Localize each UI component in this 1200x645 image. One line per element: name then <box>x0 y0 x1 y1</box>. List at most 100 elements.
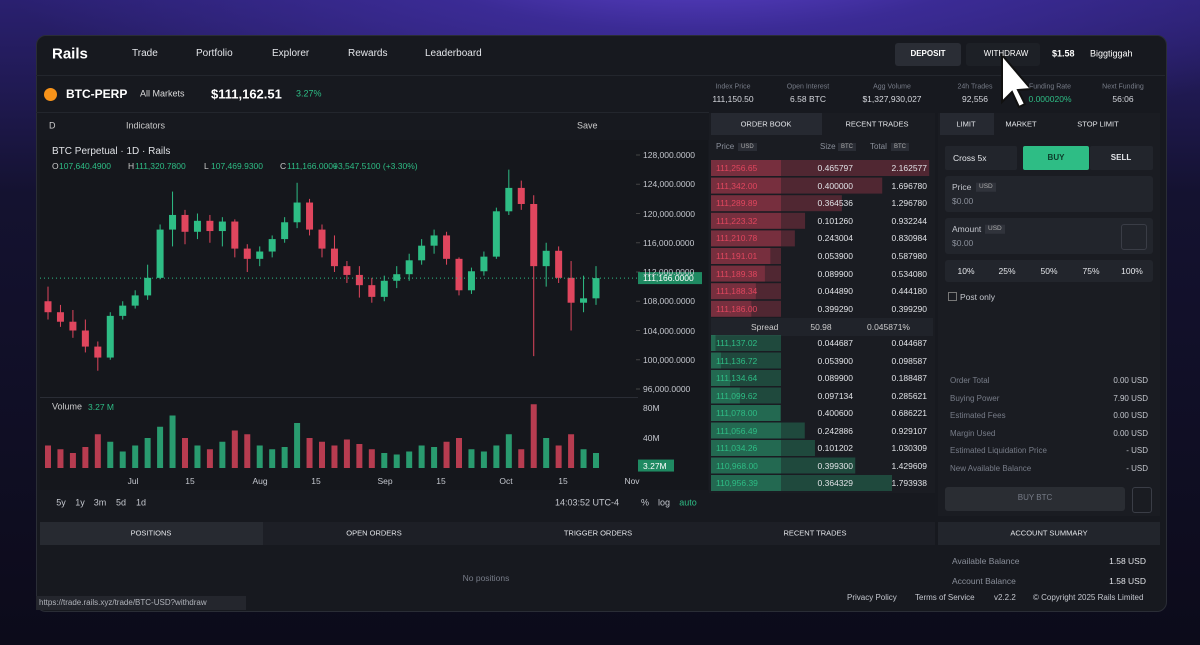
volume-bar <box>194 445 201 468</box>
ohlc-value: 107,640.4900 <box>59 160 111 171</box>
buy-toggle-label[interactable]: BUY <box>1047 153 1065 162</box>
withdraw-button[interactable] <box>966 43 1040 66</box>
book-size: 0.399300 <box>817 460 853 471</box>
interval[interactable]: D <box>49 120 56 131</box>
swap-button[interactable] <box>1121 224 1147 250</box>
submit-label[interactable]: BUY BTC <box>1017 493 1053 502</box>
book-price: 111,186.00 <box>716 303 758 314</box>
input-value[interactable]: $0.00 <box>952 237 974 248</box>
x-tick-label: Aug <box>252 475 268 486</box>
stat-value: $1,327,930,027 <box>862 93 922 104</box>
status-bar <box>36 596 246 610</box>
timeframe[interactable]: 5y <box>56 497 66 508</box>
price-cell <box>711 160 781 176</box>
price-cell <box>711 265 781 282</box>
bottom-tab[interactable]: POSITIONS <box>130 528 172 538</box>
nav-link[interactable]: Portfolio <box>196 48 233 59</box>
orderbook-tab-active[interactable] <box>711 113 822 135</box>
nav-link[interactable]: Rewards <box>348 48 388 59</box>
y-tick-label: 104,000.0000 <box>643 325 695 336</box>
timeframe[interactable]: 1y <box>75 497 85 508</box>
price-cell <box>711 248 781 264</box>
input-value[interactable]: $0.00 <box>952 195 974 206</box>
depth-bar <box>711 440 815 456</box>
footer-link[interactable]: Privacy Policy <box>847 593 897 602</box>
stat-label: Agg Volume <box>873 83 911 91</box>
user-menu[interactable]: Biggtiggah <box>1090 48 1133 59</box>
bottom-tab[interactable]: OPEN ORDERS <box>346 528 402 538</box>
price-cell <box>711 457 781 474</box>
positions-tab-active[interactable] <box>40 522 263 545</box>
candle-body <box>530 203 538 267</box>
book-price: 110,968.00 <box>716 460 758 471</box>
submit-button[interactable] <box>945 487 1125 511</box>
stat-value: 56:06 <box>1112 93 1134 104</box>
y-tick-label: 120,000.0000 <box>643 208 695 219</box>
sell-toggle-label[interactable]: SELL <box>1110 153 1132 162</box>
price-input[interactable] <box>945 176 1153 212</box>
withdraw-label[interactable]: WITHDRAW <box>983 49 1029 58</box>
percent-button[interactable]: 75% <box>1082 265 1100 276</box>
book-total: 1.296780 <box>891 197 927 208</box>
percent-button[interactable]: 100% <box>1121 265 1143 276</box>
order-type-tab[interactable]: STOP LIMIT <box>1077 119 1119 129</box>
scale-option[interactable]: log <box>657 497 671 508</box>
depth-bar <box>711 300 752 317</box>
amount-input[interactable] <box>945 218 1153 254</box>
candle-body <box>480 256 488 272</box>
scale-option[interactable]: % <box>640 497 650 508</box>
orderbook-tab[interactable]: RECENT TRADES <box>845 119 909 129</box>
book-price: 111,034.26 <box>716 442 758 453</box>
orderbook-tab[interactable]: ORDER BOOK <box>740 119 792 129</box>
last-volume-tag <box>638 459 674 472</box>
book-price: 111,134.64 <box>716 372 758 383</box>
candle-body <box>181 214 189 232</box>
nav-link[interactable]: Leaderboard <box>425 48 482 59</box>
timeframe[interactable]: 3m <box>93 497 107 508</box>
depth-bar <box>711 160 930 176</box>
bottom-tab[interactable]: RECENT TRADES <box>783 528 847 538</box>
margin-mode[interactable]: Cross 5x <box>953 152 987 163</box>
timeframe[interactable]: 5d <box>115 497 127 508</box>
book-size: 0.097134 <box>817 390 853 401</box>
order-type-tab[interactable]: MARKET <box>1005 119 1037 129</box>
nav-link[interactable]: Trade <box>132 48 158 59</box>
stat-value: 111,150.50 <box>712 93 754 104</box>
calculator-button[interactable] <box>1132 487 1152 513</box>
book-price: 111,223.32 <box>716 215 758 226</box>
price-cell <box>711 195 781 212</box>
last-price-label: 111,166.0000 <box>643 272 694 283</box>
buy-toggle[interactable] <box>1023 146 1089 170</box>
bottom-tab[interactable]: TRIGGER ORDERS <box>563 528 633 538</box>
percent-button[interactable]: 10% <box>957 265 975 276</box>
depth-bar <box>711 335 716 351</box>
order-type-tab[interactable]: LIMIT <box>956 119 976 129</box>
sell-toggle[interactable] <box>1090 146 1153 170</box>
volume-bar <box>169 415 176 468</box>
candle-body <box>418 245 426 261</box>
book-size: 0.242886 <box>817 425 853 436</box>
percent-button[interactable]: 50% <box>1040 265 1058 276</box>
post-only-checkbox[interactable] <box>948 292 957 301</box>
indicators[interactable]: Indicators <box>126 120 166 131</box>
logo: Rails <box>52 45 88 63</box>
markets-select[interactable]: All Markets <box>140 88 185 99</box>
footer-link[interactable]: Terms of Service <box>915 593 975 602</box>
deposit-button[interactable] <box>895 43 961 66</box>
timeframe[interactable]: 1d <box>135 497 147 508</box>
scale-option[interactable]: auto <box>679 497 697 508</box>
x-tick-label: Oct <box>499 475 513 486</box>
save[interactable]: Save <box>577 120 598 131</box>
y-tick-label: 100,000.0000 <box>643 354 695 365</box>
percent-button[interactable]: 25% <box>998 265 1016 276</box>
book-total: 0.399290 <box>891 303 927 314</box>
volume-bar <box>69 453 76 468</box>
nav-link[interactable]: Explorer <box>272 48 310 59</box>
candle-body <box>443 235 451 259</box>
book-size: 0.364536 <box>817 197 853 208</box>
deposit-label[interactable]: DEPOSIT <box>910 49 946 58</box>
margin-select[interactable] <box>945 146 1017 170</box>
limit-tab-active[interactable] <box>940 113 994 135</box>
input-unit: USD <box>976 182 996 192</box>
